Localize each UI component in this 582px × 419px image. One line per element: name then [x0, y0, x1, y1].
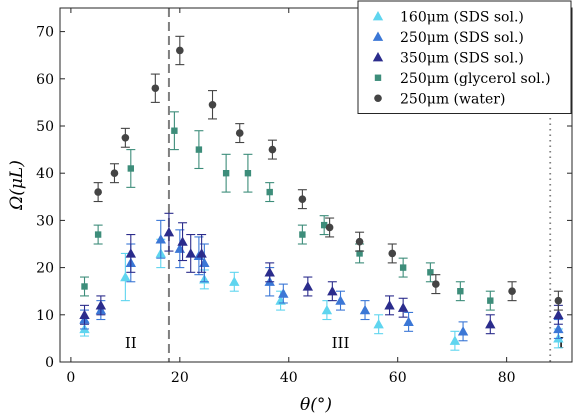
y-tick-label: 20 — [36, 261, 54, 277]
data-point — [81, 283, 88, 290]
data-point — [278, 288, 289, 298]
data-point — [127, 165, 135, 172]
data-point — [120, 271, 131, 282]
data-point — [457, 288, 464, 295]
data-point — [244, 170, 252, 177]
data-point — [397, 302, 409, 312]
data-point — [94, 231, 102, 238]
data-point — [195, 146, 203, 153]
data-point — [327, 286, 338, 296]
series-4 — [80, 111, 495, 311]
data-point — [359, 304, 371, 315]
data-point — [335, 295, 346, 305]
data-point — [95, 300, 107, 310]
data-point — [151, 84, 160, 93]
data-point — [384, 300, 395, 310]
data-point — [79, 309, 90, 319]
legend-entry: 250μm (glycerol sol.) — [400, 71, 551, 87]
legend-marker — [372, 11, 384, 21]
data-point — [553, 309, 564, 319]
series-5 — [93, 35, 563, 311]
x-tick-label: 0 — [66, 370, 75, 386]
data-point — [508, 287, 516, 296]
y-axis-label: Ω(μL) — [7, 160, 27, 211]
x-tick-label: 20 — [171, 370, 189, 386]
y-tick-label: 50 — [36, 119, 54, 135]
data-point — [298, 195, 307, 203]
legend-entry: 250μm (SDS sol.) — [400, 30, 524, 46]
data-point — [266, 188, 273, 196]
data-point — [110, 169, 119, 177]
data-point — [553, 323, 564, 334]
data-point — [196, 248, 207, 258]
data-point — [185, 248, 196, 258]
data-point — [302, 281, 314, 291]
data-point — [299, 231, 306, 238]
data-point — [356, 250, 363, 257]
x-axis-label: θ(°) — [300, 395, 332, 415]
data-point — [399, 264, 407, 271]
data-point — [235, 129, 244, 137]
data-point — [554, 296, 563, 305]
data-point — [229, 276, 240, 286]
axes: 0 20 40 60 80 0 10 20 30 40 50 60 70 — [36, 8, 572, 386]
data-point — [355, 237, 364, 246]
y-tick-label: 40 — [36, 166, 54, 182]
data-point — [121, 134, 130, 142]
region-label-1: II — [125, 334, 137, 352]
data-point — [208, 100, 217, 109]
data-point — [177, 236, 188, 246]
region-label-2: III — [332, 334, 350, 352]
reference-lines — [167, 8, 552, 362]
data-point — [176, 46, 184, 55]
legend: 160μm (SDS sol.) 250μm (SDS sol.) 350μm (S… — [357, 0, 572, 114]
data-point — [268, 145, 277, 154]
data-point — [432, 280, 440, 288]
data-point — [94, 188, 102, 196]
data-point — [373, 319, 384, 329]
data-point — [320, 221, 328, 229]
data-point — [449, 335, 461, 345]
legend-box — [357, 0, 572, 114]
plot-frame — [59, 7, 573, 363]
y-tick-label: 10 — [36, 308, 54, 324]
y-tick-label: 60 — [36, 72, 54, 88]
legend-entry: 250μm (water) — [400, 91, 505, 107]
legend-entry: 160μm (SDS sol.) — [400, 9, 524, 25]
plot-marks — [79, 35, 564, 351]
x-tick-label: 80 — [498, 370, 516, 386]
data-point — [125, 248, 137, 258]
series-3 — [79, 212, 564, 335]
data-point — [155, 234, 166, 244]
data-point — [325, 223, 334, 232]
y-tick-label: 30 — [36, 213, 54, 229]
data-point — [457, 326, 469, 336]
data-point — [487, 297, 494, 304]
data-point — [388, 249, 397, 258]
data-point — [163, 227, 175, 237]
x-tick-label: 60 — [389, 370, 407, 386]
data-point — [264, 267, 275, 277]
region-label-3: I — [558, 334, 564, 352]
data-point — [427, 269, 434, 276]
legend-marker — [372, 31, 384, 41]
region-labels: II III I — [125, 334, 564, 352]
x-tick-label: 40 — [280, 370, 298, 386]
data-point — [321, 304, 333, 315]
legend-marker — [374, 94, 382, 103]
data-point — [485, 319, 496, 329]
legend-marker — [374, 74, 382, 81]
data-point — [403, 316, 414, 327]
data-point — [171, 127, 178, 134]
y-tick-label: 70 — [36, 25, 54, 41]
legend-marker — [372, 52, 384, 62]
legend-entry: 350μm (SDS sol.) — [400, 50, 524, 66]
data-point — [222, 170, 230, 177]
y-tick-label: 0 — [45, 355, 54, 371]
